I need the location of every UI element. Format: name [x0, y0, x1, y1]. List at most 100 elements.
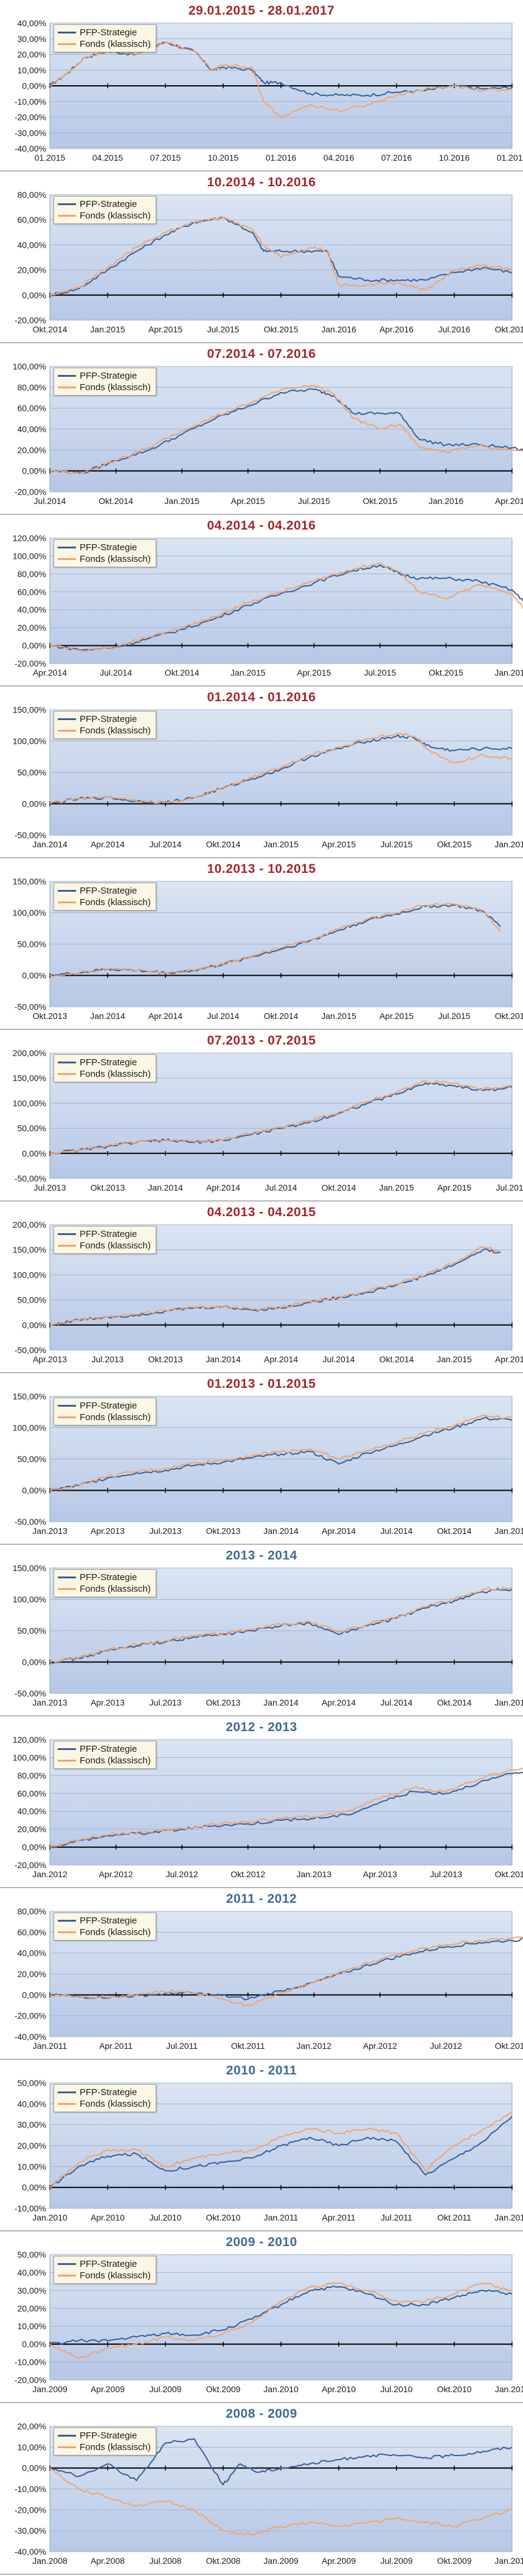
x-tick-label: Jul.2014 — [265, 1183, 297, 1192]
y-tick-label: -50,00% — [15, 1174, 46, 1183]
x-tick-label: Jul.2014 — [207, 1011, 240, 1021]
x-tick-label: Jul.2011 — [166, 2041, 198, 2051]
legend-item-fonds: Fonds (klassisch) — [58, 897, 151, 908]
chart-title: 2009 - 2010 — [226, 2235, 297, 2249]
legend-swatch — [58, 1577, 76, 1578]
y-tick-label: 100,00% — [13, 737, 46, 746]
chart-title: 29.01.2015 - 28.01.2017 — [188, 4, 335, 18]
y-tick-label: 10,00% — [18, 2442, 46, 2452]
x-tick-label: Apr.2013 — [363, 1869, 397, 1879]
x-tick-label: Jul.2014 — [150, 839, 182, 849]
y-tick-label: 40,00% — [18, 424, 46, 434]
chart-legend: PFP-Strategie Fonds (klassisch) — [54, 368, 156, 396]
x-tick-label: Jan.2010 — [32, 2213, 68, 2222]
x-tick-label: Okt.2008 — [206, 2556, 241, 2566]
y-tick-label: 50,00% — [18, 1124, 46, 1133]
x-tick-label: Okt.2014 — [437, 1526, 472, 1536]
x-tick-label: Jan.2011 — [495, 2384, 523, 2394]
y-tick-label: 100,00% — [13, 908, 46, 918]
series-line-fonds — [49, 2467, 513, 2536]
x-tick-label: Jul.2015 — [298, 496, 330, 506]
x-tick-label: Okt.2010 — [206, 2213, 241, 2222]
legend-label: Fonds (klassisch) — [80, 897, 151, 908]
series-line-pfp — [49, 1416, 513, 1491]
y-tick-label: 50,00% — [18, 1295, 46, 1305]
y-tick-label: 50,00% — [18, 1454, 46, 1464]
y-tick-label: -10,00% — [15, 2357, 46, 2367]
legend-swatch — [58, 2091, 76, 2093]
chart-title: 04.2014 - 04.2016 — [207, 519, 316, 533]
x-tick-label: Apr.2014 — [322, 1526, 356, 1536]
legend-item-pfp: PFP-Strategie — [58, 2430, 151, 2441]
x-tick-label: Apr.2013 — [91, 1698, 125, 1707]
legend-item-fonds: Fonds (klassisch) — [58, 2270, 151, 2281]
y-tick-label: 0,00% — [22, 2183, 46, 2193]
legend-label: PFP-Strategie — [80, 371, 137, 381]
y-tick-label: 40,00% — [18, 2099, 46, 2109]
x-tick-label: 04.2016 — [324, 153, 355, 163]
chart-legend: PFP-Strategie Fonds (klassisch) — [54, 1226, 156, 1254]
x-tick-label: Jan.2011 — [33, 2041, 68, 2051]
x-tick-label: Jan.2009 — [263, 2556, 299, 2566]
series-line-pfp — [49, 564, 523, 651]
y-tick-label: 50,00% — [18, 939, 46, 949]
y-tick-label: 200,00% — [13, 1220, 46, 1230]
legend-item-pfp: PFP-Strategie — [58, 885, 151, 897]
legend-swatch — [58, 730, 76, 732]
chart-title: 2011 - 2012 — [226, 1892, 297, 1906]
legend-swatch — [58, 32, 76, 33]
y-tick-label: -50,00% — [15, 1689, 46, 1698]
y-tick-label: -40,00% — [15, 2547, 46, 2557]
y-tick-label: 150,00% — [13, 705, 46, 715]
chart-legend: PFP-Strategie Fonds (klassisch) — [54, 539, 156, 567]
series-line-pfp — [49, 2116, 513, 2188]
x-tick-label: Apr.2014 — [322, 1698, 356, 1707]
chart-title: 07.2014 - 07.2016 — [207, 347, 316, 361]
y-tick-label: 150,00% — [13, 1245, 46, 1255]
chart-panel: 04.2014 - 04.2016 120,00% 100,00% 80,00% 60,… — [0, 515, 523, 687]
series-line-pfp — [49, 2285, 513, 2345]
y-tick-label: -10,00% — [15, 97, 46, 107]
series-line-fonds — [49, 1768, 523, 1848]
x-tick-label: Jul.2011 — [381, 2213, 412, 2222]
y-tick-label: 0,00% — [22, 1320, 46, 1330]
legend-label: Fonds (klassisch) — [80, 1069, 151, 1079]
legend-swatch — [58, 547, 76, 548]
y-tick-label: -50,00% — [15, 1517, 46, 1527]
chart-title: 10.2013 - 10.2015 — [207, 862, 316, 876]
legend-swatch — [58, 1416, 76, 1418]
legend-swatch — [58, 2435, 76, 2437]
chart-panel: 07.2013 - 07.2015 200,00% 150,00% 100,00% 50… — [0, 1030, 523, 1202]
y-tick-label: 10,00% — [18, 2161, 46, 2171]
x-tick-label: Jul.2015 — [207, 324, 240, 334]
legend-swatch — [58, 718, 76, 720]
y-tick-label: -20,00% — [15, 659, 46, 668]
chart-panel: 04.2013 - 04.2015 200,00% 150,00% 100,00% 50… — [0, 1202, 523, 1373]
legend-label: Fonds (klassisch) — [80, 1755, 151, 1766]
series-line-fonds — [49, 1414, 513, 1491]
legend-label: Fonds (klassisch) — [80, 2270, 151, 2281]
chart-panel: 2010 - 2011 50,00% 40,00% 30,00% 20,00% 10,00… — [0, 2060, 523, 2231]
x-tick-label: Okt.2013 — [33, 1011, 68, 1021]
series-line-fonds — [49, 215, 513, 296]
y-tick-label: 60,00% — [18, 404, 46, 413]
x-tick-label: Jan.2014 — [148, 1183, 183, 1192]
legend-swatch — [58, 375, 76, 377]
x-tick-label: 01.2016 — [266, 153, 297, 163]
y-tick-label: -50,00% — [15, 1345, 46, 1355]
legend-item-pfp: PFP-Strategie — [58, 2258, 151, 2270]
y-tick-label: 0,00% — [22, 1149, 46, 1158]
x-tick-label: Jan.2016 — [321, 324, 356, 334]
legend-swatch — [58, 215, 76, 217]
y-tick-label: -30,00% — [15, 2526, 46, 2536]
y-tick-label: 20,00% — [18, 2141, 46, 2151]
y-tick-label: 30,00% — [18, 34, 46, 44]
y-tick-label: 10,00% — [18, 65, 46, 75]
series-line-fonds — [49, 562, 523, 653]
y-tick-label: 60,00% — [18, 1927, 46, 1937]
x-tick-label: Apr.2009 — [322, 2556, 356, 2566]
x-tick-label: Jan.2013 — [32, 1698, 68, 1707]
x-tick-label: Apr.2013 — [91, 1526, 125, 1536]
x-tick-label: Jul.2014 — [100, 668, 132, 677]
x-tick-label: Jan.2009 — [32, 2384, 68, 2394]
